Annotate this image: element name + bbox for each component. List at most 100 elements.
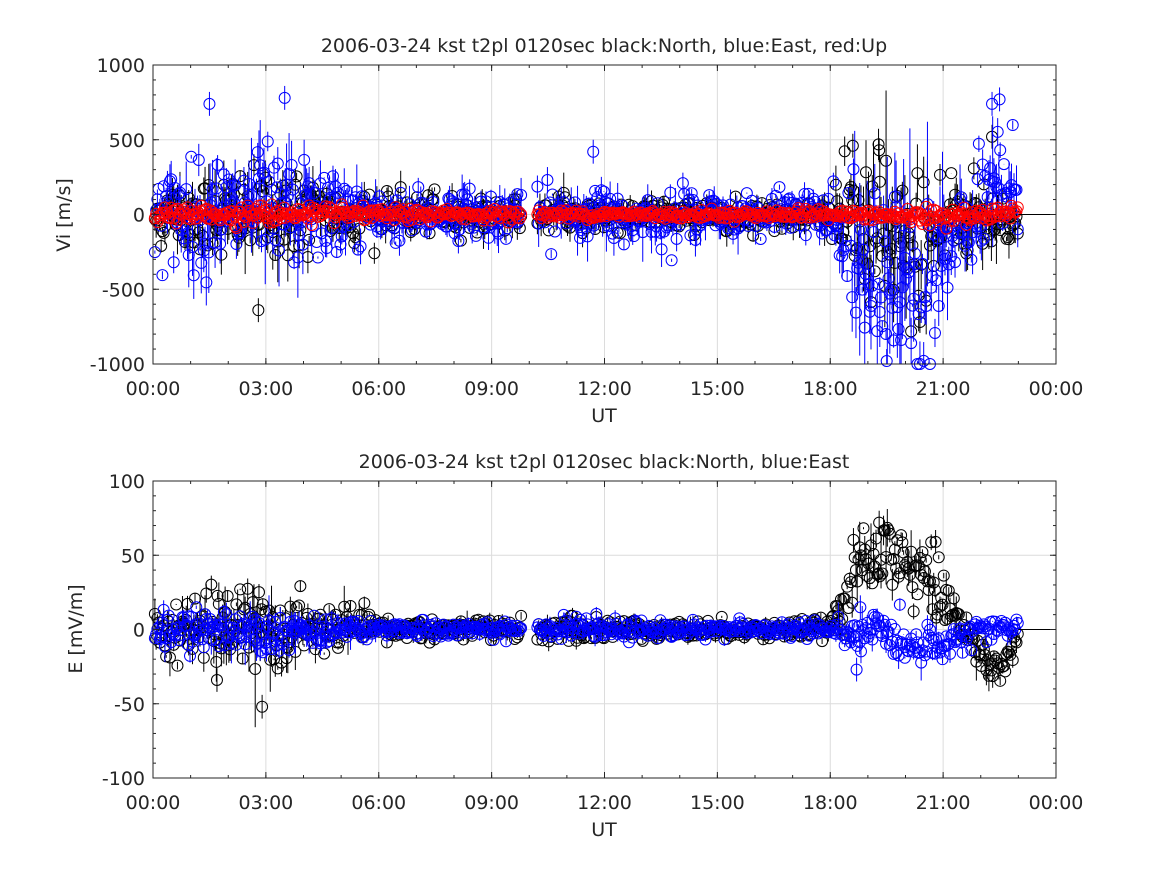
velocity-east-point	[655, 243, 668, 256]
velocity-east-point	[685, 187, 698, 200]
velocity-east-point	[1010, 183, 1023, 196]
velocity-east-point	[989, 176, 1002, 189]
velocity-north-point	[348, 237, 361, 250]
velocity-east-point	[942, 258, 955, 271]
velocity-up-point	[224, 205, 237, 218]
velocity-east-point	[372, 225, 385, 238]
velocity-x-tick-label: 00:00	[1029, 378, 1084, 400]
velocity-x-axis-label: UT	[591, 405, 617, 427]
velocity-east-point	[954, 193, 967, 206]
velocity-north-point	[871, 232, 884, 245]
velocity-north-point	[917, 176, 930, 189]
velocity-east-point	[595, 184, 608, 197]
velocity-east-point	[765, 192, 778, 205]
velocity-east-point	[945, 250, 958, 263]
velocity-north-point	[542, 224, 555, 237]
velocity-y-tick-label: 1000	[97, 55, 145, 77]
velocity-east-point	[242, 177, 255, 190]
velocity-east-point	[670, 232, 683, 245]
velocity-east-point	[854, 223, 867, 236]
velocity-east-point	[918, 291, 931, 304]
velocity-y-tick-label: -1000	[90, 354, 145, 376]
velocity-east-point	[283, 168, 296, 181]
velocity-east-point	[940, 230, 953, 243]
velocity-east-point	[330, 245, 343, 258]
velocity-up-point	[323, 201, 336, 214]
velocity-north-point	[873, 144, 886, 157]
velocity-east-point	[574, 231, 587, 244]
velocity-east-point	[321, 181, 334, 194]
velocity-north-point	[368, 247, 381, 260]
velocity-east-point	[782, 193, 795, 206]
velocity-east-point	[865, 299, 878, 312]
velocity-east-point	[546, 188, 559, 201]
velocity-up-point	[230, 222, 243, 235]
velocity-east-point	[354, 240, 367, 253]
velocity-east-point	[866, 279, 879, 292]
velocity-east-point	[308, 187, 321, 200]
velocity-east-point	[842, 186, 855, 199]
velocity-east-point	[881, 256, 894, 269]
velocity-east-point	[331, 186, 344, 199]
velocity-east-point	[822, 192, 835, 205]
velocity-series-up	[148, 198, 1024, 235]
velocity-north-point	[880, 154, 893, 167]
velocity-east-point	[167, 256, 180, 269]
velocity-east-point	[200, 276, 213, 289]
velocity-north-point	[252, 304, 265, 317]
velocity-east-point	[906, 299, 919, 312]
velocity-x-tick-label: 00:00	[126, 378, 181, 400]
velocity-east-point	[587, 145, 600, 158]
velocity-east-point	[910, 257, 923, 270]
velocity-north-point	[155, 239, 168, 252]
velocity-east-point	[867, 225, 880, 238]
velocity-east-point	[605, 220, 618, 233]
velocity-y-tick-label: 0	[133, 205, 145, 227]
velocity-up-point	[333, 206, 346, 219]
velocity-east-point	[885, 284, 898, 297]
velocity-east-point	[285, 159, 298, 172]
velocity-east-point	[263, 175, 276, 188]
velocity-east-point	[986, 97, 999, 110]
velocity-east-point	[799, 229, 812, 242]
velocity-x-tick-label: 18:00	[803, 378, 858, 400]
velocity-x-tick-label: 06:00	[351, 378, 406, 400]
velocity-north-point	[269, 248, 282, 261]
velocity-east-point	[575, 224, 588, 237]
velocity-east-point	[935, 259, 948, 272]
velocity-north-point	[896, 184, 909, 197]
velocity-north-point	[933, 168, 946, 181]
velocity-east-point	[269, 233, 282, 246]
velocity-east-point	[278, 91, 291, 104]
velocity-east-point	[256, 167, 269, 180]
velocity-east-point	[203, 97, 216, 110]
velocity-east-point	[846, 291, 859, 304]
velocity-up-point	[265, 198, 278, 211]
velocity-east-point	[251, 146, 264, 159]
velocity-east-point	[286, 183, 299, 196]
velocity-east-point	[355, 190, 368, 203]
velocity-panel-title: 2006-03-24 kst t2pl 0120sec black:North,…	[321, 35, 887, 57]
velocity-east-point	[148, 246, 161, 259]
velocity-east-point	[769, 189, 782, 202]
velocity-east-point	[773, 181, 786, 194]
velocity-north-point	[906, 239, 919, 252]
velocity-east-point	[335, 230, 348, 243]
velocity-x-tick-label: 12:00	[577, 378, 632, 400]
velocity-panel: 2006-03-24 kst t2pl 0120sec black:North,…	[53, 35, 1083, 427]
velocity-east-point	[214, 237, 227, 250]
velocity-east-point	[340, 184, 353, 197]
velocity-east-point	[1006, 119, 1019, 132]
velocity-east-point	[863, 305, 876, 318]
velocity-east-point	[993, 93, 1006, 106]
velocity-east-point	[311, 251, 324, 264]
velocity-east-point	[202, 246, 215, 259]
velocity-east-point	[259, 233, 272, 246]
velocity-east-point	[296, 238, 309, 251]
velocity-east-point	[873, 306, 886, 319]
velocity-north-point	[157, 226, 170, 239]
velocity-east-point	[315, 227, 328, 240]
velocity-east-point	[427, 195, 440, 208]
velocity-east-point	[836, 250, 849, 263]
